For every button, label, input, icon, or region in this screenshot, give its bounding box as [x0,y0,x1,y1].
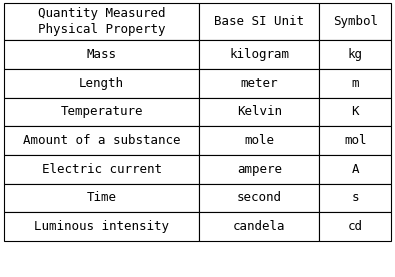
Text: Electric current: Electric current [42,163,162,176]
Bar [199,183,320,212]
Bar [4,183,199,212]
Bar [320,212,391,241]
Bar [199,69,320,98]
Text: mole: mole [245,134,275,147]
Bar [4,155,199,183]
Bar [4,212,199,241]
Bar [320,69,391,98]
Text: Kelvin: Kelvin [237,105,282,118]
Text: K: K [352,105,359,118]
Text: Temperature: Temperature [60,105,143,118]
Bar [199,212,320,241]
Text: s: s [352,191,359,204]
Text: meter: meter [241,77,278,90]
Text: m: m [352,77,359,90]
Text: Base SI Unit: Base SI Unit [214,15,305,28]
Bar [320,155,391,183]
Text: Luminous intensity: Luminous intensity [34,220,169,233]
Text: ampere: ampere [237,163,282,176]
Bar [199,126,320,155]
Bar [320,126,391,155]
Bar [320,3,391,40]
Bar [4,126,199,155]
Bar [199,3,320,40]
Text: Quantity Measured
Physical Property: Quantity Measured Physical Property [38,7,166,36]
Bar [4,3,199,40]
Bar [199,40,320,69]
Bar [320,40,391,69]
Bar [4,40,199,69]
Bar [320,98,391,126]
Text: second: second [237,191,282,204]
Text: cd: cd [348,220,363,233]
Text: kg: kg [348,48,363,61]
Text: A: A [352,163,359,176]
Text: Time: Time [87,191,117,204]
Text: candela: candela [233,220,286,233]
Bar [4,98,199,126]
Text: Symbol: Symbol [333,15,378,28]
Text: mol: mol [344,134,367,147]
Text: Mass: Mass [87,48,117,61]
Text: Amount of a substance: Amount of a substance [23,134,181,147]
Text: Length: Length [79,77,124,90]
Text: kilogram: kilogram [229,48,290,61]
Bar [320,183,391,212]
Bar [4,69,199,98]
Bar [199,98,320,126]
Bar [199,155,320,183]
